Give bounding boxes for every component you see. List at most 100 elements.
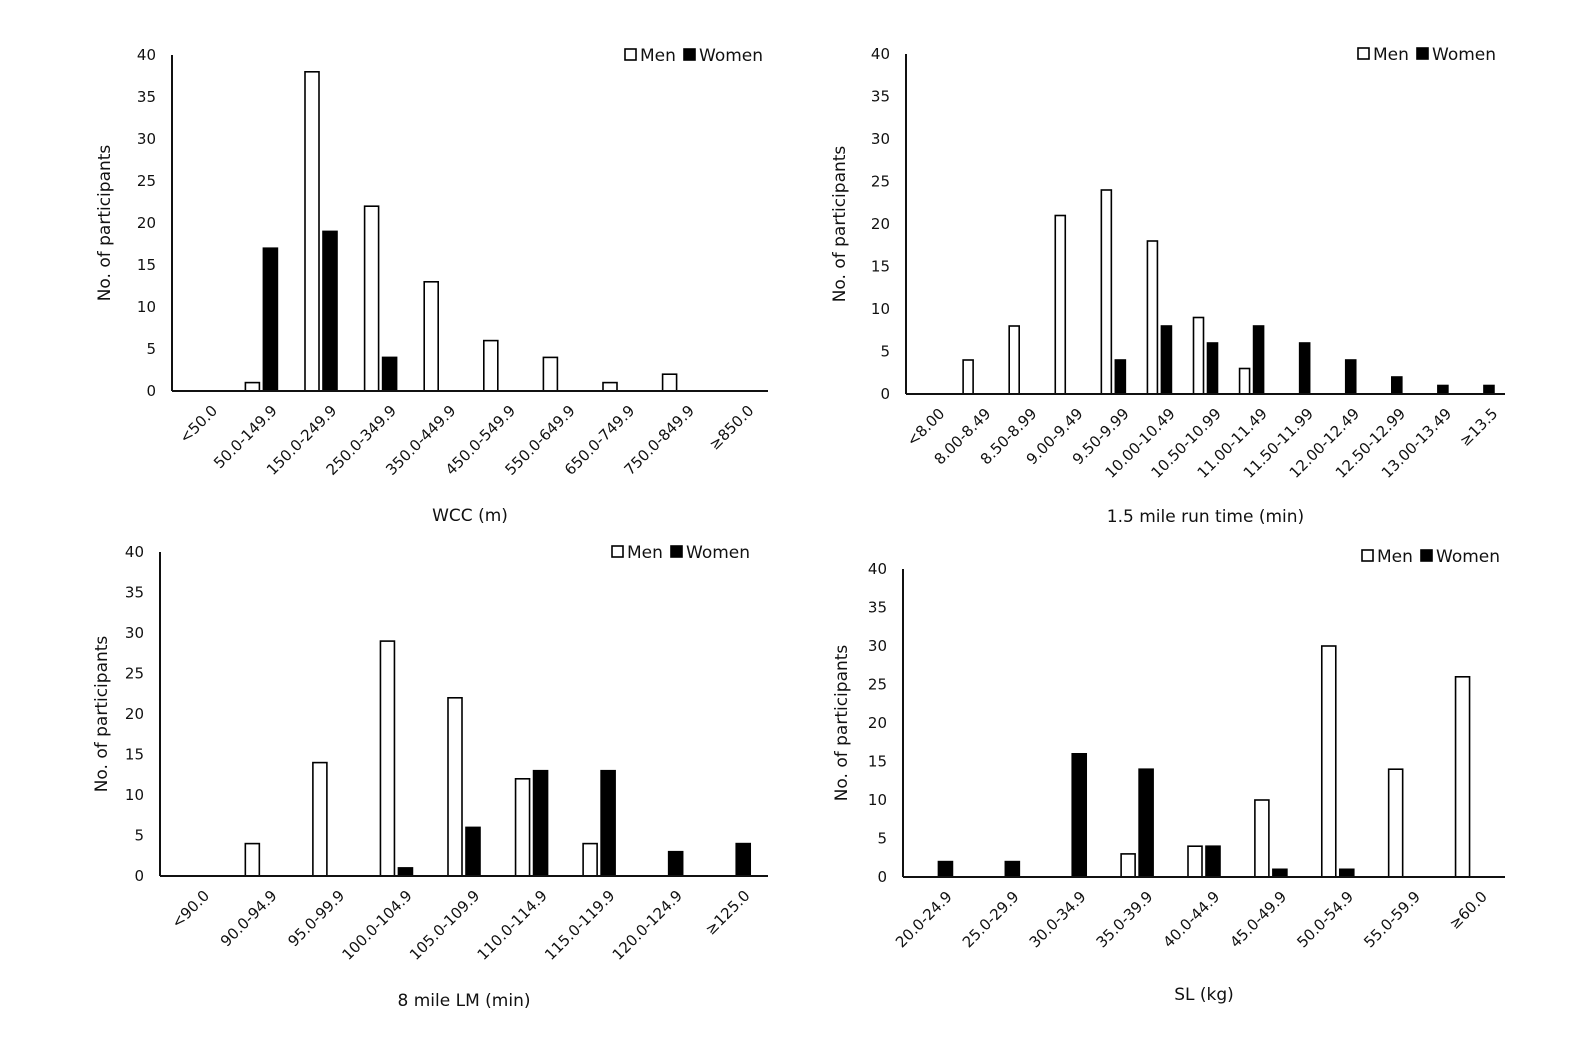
bar-women [1338, 868, 1355, 878]
x-tick-label: 30.0-34.9 [1026, 888, 1090, 952]
bar-women [1114, 359, 1127, 395]
x-axis-label: 1.5 mile run time (min) [1107, 507, 1304, 527]
y-tick-label: 0 [880, 385, 890, 403]
y-tick-label: 30 [871, 130, 890, 148]
y-tick-label: 0 [877, 868, 887, 886]
chart-wcc: 0510152025303540<50.050.0-149.9150.0-249… [95, 46, 768, 526]
y-tick-label: 5 [877, 830, 887, 848]
y-tick-label: 40 [871, 45, 890, 63]
chart-run-time: 0510152025303540<8.008.00-8.498.50-8.999… [830, 45, 1505, 527]
x-tick-label: 95.0-99.9 [284, 887, 348, 951]
bar-men [304, 71, 320, 392]
y-tick-label: 20 [868, 714, 887, 732]
legend-swatch-men [611, 545, 624, 558]
y-tick-label: 25 [125, 665, 144, 683]
legend: Men Women [1357, 45, 1496, 65]
y-tick-label: 15 [137, 256, 156, 274]
y-tick-label: 40 [868, 560, 887, 578]
bar-men [514, 777, 531, 877]
bar-men [661, 373, 678, 392]
y-tick-label: 15 [868, 753, 887, 771]
x-tick-label: 110.0-114.9 [474, 887, 551, 964]
x-tick-label: 45.0-49.9 [1226, 888, 1290, 952]
y-tick-label: 40 [137, 46, 156, 64]
bar-men [1238, 367, 1251, 395]
legend-label-women: Women [686, 543, 750, 563]
y-tick-label: 30 [125, 624, 144, 642]
y-tick-label: 30 [868, 637, 887, 655]
bar-women [465, 826, 481, 877]
legend: Men Women [611, 543, 750, 563]
bar-men [1192, 316, 1205, 395]
y-tick-label: 5 [880, 343, 890, 361]
x-axis-label: WCC (m) [432, 506, 508, 526]
legend-label-women: Women [1432, 45, 1496, 65]
y-tick-label: 25 [868, 676, 887, 694]
legend-label-men: Men [1373, 45, 1409, 65]
bar-women [381, 356, 398, 392]
x-tick-label: 115.0-119.9 [541, 887, 618, 964]
legend-swatch-men [1357, 47, 1370, 60]
bar-men [1320, 645, 1337, 878]
bar-men [1120, 853, 1136, 878]
bar-men [1187, 845, 1203, 878]
y-axis-label: No. of participants [92, 636, 112, 793]
y-tick-label: 10 [125, 786, 144, 804]
bar-women [1138, 768, 1154, 878]
legend-swatch-women [1416, 47, 1429, 60]
bar-women [1071, 752, 1088, 878]
y-tick-label: 10 [871, 300, 890, 318]
bar-women [1344, 359, 1357, 395]
x-tick-label: 120.0-124.9 [609, 887, 686, 964]
x-axis-label: 8 mile LM (min) [398, 991, 531, 1011]
y-tick-label: 0 [146, 382, 156, 400]
x-tick-label: <50.0 [176, 402, 221, 447]
bar-men [1054, 214, 1067, 395]
y-axis-label: No. of participants [830, 146, 850, 303]
y-tick-label: 20 [125, 705, 144, 723]
x-tick-label: 100.0-104.9 [338, 887, 415, 964]
bar-women [1483, 384, 1495, 395]
bar-men [312, 761, 328, 877]
x-tick-label: 50.0-54.9 [1293, 888, 1357, 952]
bar-men [244, 381, 261, 392]
bar-women [1437, 384, 1449, 395]
bar-women [735, 842, 752, 877]
legend-label-men: Men [627, 543, 663, 563]
bar-men [363, 205, 380, 392]
y-axis-label: No. of participants [95, 145, 115, 302]
bar-men [962, 359, 974, 395]
y-tick-label: 25 [137, 172, 156, 190]
bar-men [482, 339, 499, 392]
y-tick-label: 10 [868, 791, 887, 809]
x-tick-label: 40.0-44.9 [1160, 888, 1224, 952]
x-axis-label: SL (kg) [1174, 985, 1234, 1005]
legend-swatch-men [1361, 549, 1374, 562]
bar-men [1146, 240, 1159, 395]
y-tick-label: 35 [868, 599, 887, 617]
bar-women [1160, 325, 1173, 395]
bar-women [937, 860, 954, 878]
bar-men [1454, 675, 1471, 878]
x-tick-label: <90.0 [168, 887, 213, 932]
legend-swatch-men [624, 48, 637, 61]
y-axis-label: No. of participants [832, 645, 852, 802]
legend-label-women: Women [1436, 547, 1500, 567]
y-tick-label: 30 [137, 130, 156, 148]
bar-men [1254, 799, 1270, 878]
y-tick-label: 40 [125, 543, 144, 561]
y-tick-label: 0 [134, 867, 144, 885]
bar-men [447, 696, 463, 877]
legend-label-women: Women [699, 46, 763, 66]
bar-women [1391, 376, 1403, 395]
legend-label-men: Men [1377, 547, 1413, 567]
bar-women [1298, 342, 1311, 395]
x-tick-label: ≥60.0 [1446, 888, 1491, 933]
bar-men [244, 842, 261, 877]
bar-men [1008, 325, 1020, 395]
x-tick-label: ≥125.0 [702, 887, 754, 939]
y-tick-label: 10 [137, 298, 156, 316]
bar-women [1004, 860, 1021, 878]
